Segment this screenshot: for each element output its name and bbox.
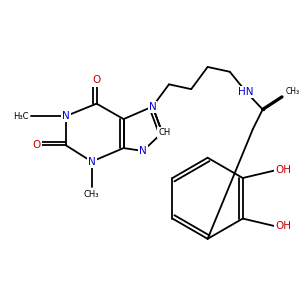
Text: CH₃: CH₃ — [84, 190, 100, 199]
Text: O: O — [33, 140, 41, 150]
Text: H₃C: H₃C — [14, 112, 29, 121]
Text: N: N — [62, 111, 70, 121]
Text: N: N — [139, 146, 147, 156]
Text: CH₃: CH₃ — [286, 87, 300, 96]
Text: O: O — [92, 76, 101, 85]
Text: OH: OH — [275, 221, 291, 231]
Text: CH: CH — [158, 128, 170, 137]
Text: OH: OH — [275, 165, 291, 175]
Text: N: N — [149, 101, 157, 112]
Text: N: N — [88, 157, 96, 166]
Text: HN: HN — [238, 87, 254, 97]
